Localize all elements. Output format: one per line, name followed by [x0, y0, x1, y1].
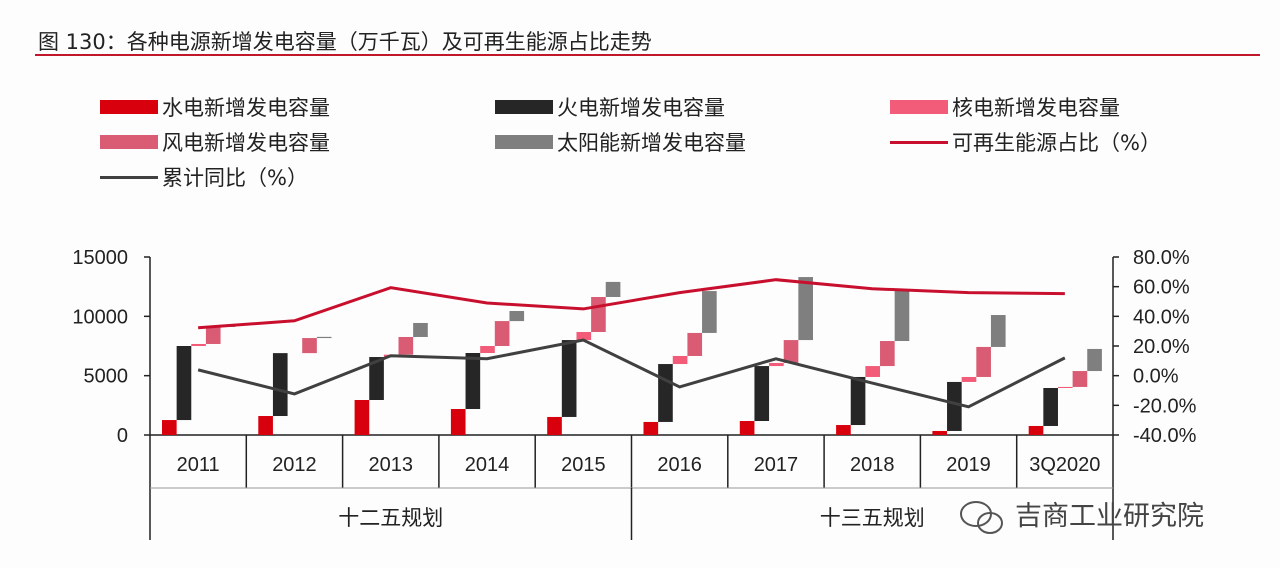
legend-wind: 风电新增发电容量 [100, 127, 330, 157]
legend-swatch [890, 140, 948, 144]
chart-title: 图 130：各种电源新增发电容量（万千瓦）及可再生能源占比走势 [38, 30, 652, 54]
right-tick-label: 80.0% [1133, 247, 1190, 269]
category-label: 2018 [850, 454, 895, 476]
legend-nuclear: 核电新增发电容量 [890, 92, 1120, 122]
bar-4-2012 [316, 336, 332, 339]
category-label: 2012 [272, 454, 317, 476]
category-label: 2015 [561, 454, 606, 476]
category-label: 2019 [946, 454, 991, 476]
right-tick-label: -40.0% [1133, 425, 1197, 447]
bar-1-2016 [658, 364, 673, 422]
bar-0-2018 [836, 425, 851, 435]
bar-0-2014 [450, 409, 466, 435]
legend-swatch [495, 135, 553, 149]
bar-2-2014 [480, 346, 495, 354]
category-label: 2016 [657, 454, 702, 476]
bar-3-2016 [687, 332, 703, 356]
category-label: 2013 [369, 454, 414, 476]
bar-3-2018 [880, 341, 895, 367]
bar-1-2013 [369, 357, 384, 400]
right-tick-label: 20.0% [1133, 336, 1190, 358]
legend-swatch [890, 100, 948, 114]
bar-2-2018 [865, 366, 881, 377]
line-series-0 [198, 278, 1065, 330]
legend-label: 水电新增发电容量 [162, 96, 330, 120]
legend-renewable-share: 可再生能源占比（%） [890, 127, 1161, 157]
bar-4-2015 [605, 281, 621, 297]
bar-3-3Q2020 [1072, 371, 1088, 387]
bar-4-2014 [509, 310, 525, 322]
left-tick-label: 15000 [72, 247, 128, 269]
group-label: 十二五规划 [338, 506, 443, 530]
bar-1-2012 [272, 353, 288, 417]
legend-swatch [100, 100, 158, 114]
bar-1-2019 [947, 381, 962, 431]
legend-cumulative-yoy: 累计同比（%） [100, 162, 308, 192]
bar-3-2017 [783, 340, 799, 363]
bar-4-2013 [413, 322, 428, 337]
bar-0-2017 [739, 420, 755, 435]
bar-2-2015 [576, 331, 592, 341]
bar-3-2014 [494, 321, 510, 346]
title-divider [35, 54, 1260, 56]
bar-2-2016 [672, 355, 688, 365]
legend-hydro: 水电新增发电容量 [100, 92, 330, 122]
bar-1-2017 [754, 366, 770, 421]
legend-solar: 太阳能新增发电容量 [495, 127, 746, 157]
right-tick-label: 60.0% [1133, 277, 1190, 299]
legend-label: 火电新增发电容量 [557, 96, 725, 120]
category-label: 2017 [754, 454, 799, 476]
bar-1-3Q2020 [1043, 388, 1058, 426]
group-label: 十三五规划 [820, 506, 925, 530]
bar-3-2013 [398, 336, 414, 355]
bar-2-2011 [191, 343, 206, 346]
bar-0-2011 [162, 420, 177, 435]
legend-swatch [100, 135, 158, 149]
bar-4-2019 [990, 315, 1006, 347]
line-series-1 [197, 338, 1066, 409]
watermark: 吉商工业研究院 [1015, 501, 1204, 532]
bar-3-2012 [302, 338, 317, 354]
legend-thermal: 火电新增发电容量 [495, 92, 725, 122]
bar-2-2019 [961, 376, 977, 382]
bar-0-2016 [643, 421, 659, 435]
legend-label: 太阳能新增发电容量 [557, 131, 746, 155]
bar-1-2014 [465, 353, 481, 410]
legend-swatch [495, 100, 553, 114]
bar-2-3Q2020 [1057, 386, 1073, 389]
bar-3-2011 [205, 327, 221, 344]
category-label: 2011 [177, 454, 220, 476]
left-tick-label: 5000 [84, 366, 129, 388]
bar-3-2015 [591, 296, 606, 332]
left-tick-label: 0 [117, 425, 128, 447]
right-tick-label: -20.0% [1133, 395, 1197, 417]
bar-0-2013 [354, 399, 370, 435]
bar-1-2015 [561, 340, 577, 417]
right-tick-label: 0.0% [1133, 366, 1179, 388]
legend-swatch [100, 175, 158, 179]
left-tick-label: 10000 [72, 306, 128, 328]
bar-0-2019 [932, 430, 948, 435]
bar-0-2012 [258, 416, 273, 435]
bar-0-2015 [547, 416, 562, 435]
bar-1-2011 [176, 346, 192, 421]
category-label: 2014 [465, 454, 510, 476]
category-label: 3Q2020 [1029, 454, 1100, 476]
bar-0-3Q2020 [1028, 425, 1044, 435]
bar-4-3Q2020 [1087, 348, 1102, 372]
bar-1-2018 [850, 376, 866, 426]
bar-4-2017 [798, 277, 813, 341]
wechat-icon [960, 501, 1003, 534]
legend-label: 可再生能源占比（%） [952, 131, 1161, 155]
bar-3-2019 [976, 346, 991, 377]
legend-label: 风电新增发电容量 [162, 131, 330, 155]
bar-4-2018 [894, 289, 910, 342]
bar-4-2016 [702, 291, 717, 333]
legend-label: 核电新增发电容量 [952, 96, 1120, 120]
bar-2-2017 [769, 362, 784, 367]
right-tick-label: 40.0% [1133, 306, 1190, 328]
legend-label: 累计同比（%） [162, 166, 308, 190]
